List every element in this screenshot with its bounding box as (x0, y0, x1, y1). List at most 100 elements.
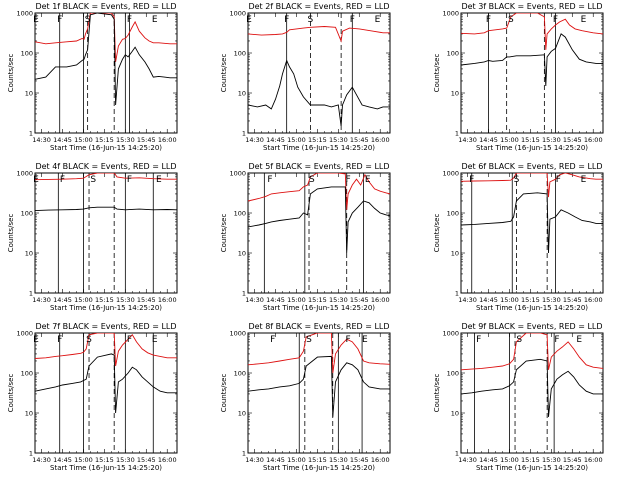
panel-title: Det 3f BLACK = Events, RED = LLD (461, 2, 602, 11)
plot-frame (34, 12, 178, 134)
mode-marker-label: E (576, 335, 582, 345)
events-series-line (35, 353, 177, 414)
mode-marker-label: F (553, 15, 558, 25)
y-tick-label: 1000 (16, 10, 33, 18)
x-tick-label: 14:45 (266, 456, 285, 464)
lld-series-line (461, 333, 603, 371)
mode-marker-label: S (508, 15, 514, 25)
lld-series-line (248, 173, 390, 210)
panel-3: Det 3f BLACK = Events, RED = LLD 1 10 100 10… (433, 2, 604, 152)
plot-area (35, 173, 177, 293)
x-tick-label: 16:00 (584, 296, 603, 304)
x-axis-label: Start Time (16-Jun-15 14:25:20) (263, 144, 375, 152)
x-axis-label: Start Time (16-Jun-15 14:25:20) (476, 304, 588, 312)
x-tick-label: 15:45 (563, 296, 582, 304)
x-tick-label: 15:15 (521, 456, 540, 464)
y-tick-label: 1000 (229, 170, 246, 178)
y-tick-label: 1000 (442, 170, 459, 178)
x-axis-label: Start Time (16-Jun-15 14:25:20) (50, 304, 162, 312)
mode-marker-label: F (270, 335, 275, 345)
x-tick-label: 16:00 (158, 456, 177, 464)
x-tick-label: 14:45 (53, 296, 72, 304)
y-tick-label: 10 (25, 410, 33, 418)
x-tick-label: 16:00 (584, 456, 603, 464)
x-axis-label: Start Time (16-Jun-15 14:25:20) (476, 464, 588, 472)
y-tick-label: 100 (234, 210, 246, 218)
x-tick-label: 15:00 (500, 136, 519, 144)
x-tick-label: 15:30 (116, 296, 135, 304)
x-tick-label: 15:30 (542, 136, 561, 144)
x-tick-label: 15:15 (308, 296, 327, 304)
mode-marker-label: F (350, 15, 355, 25)
mode-marker-label: F (469, 175, 474, 185)
x-tick-label: 15:30 (542, 456, 561, 464)
x-tick-label: 16:00 (158, 136, 177, 144)
mode-marker-label: S (308, 15, 314, 25)
mode-marker-label: F (556, 175, 561, 185)
x-tick-label: 14:45 (479, 296, 498, 304)
x-tick-label: 15:30 (329, 456, 348, 464)
events-series-line (248, 186, 390, 254)
mode-marker-label: S (86, 335, 92, 345)
events-series-line (248, 59, 390, 127)
x-tick-label: 14:30 (245, 456, 264, 464)
mode-marker-label: S (514, 175, 520, 185)
x-tick-label: 15:00 (287, 136, 306, 144)
y-tick-label: 1 (455, 450, 459, 458)
events-series-line (248, 355, 390, 417)
mode-marker-label: E (152, 335, 158, 345)
x-tick-label: 15:45 (563, 456, 582, 464)
mode-marker-label: F (346, 175, 351, 185)
y-axis-label: Counts/sec (220, 374, 228, 413)
x-tick-label: 14:30 (32, 456, 51, 464)
x-tick-label: 14:45 (266, 296, 285, 304)
plot-frame (247, 12, 391, 134)
x-tick-label: 14:30 (245, 296, 264, 304)
events-series-line (461, 358, 603, 417)
y-axis-label: Counts/sec (220, 214, 228, 253)
plot-frame (34, 172, 178, 294)
x-tick-label: 15:30 (329, 136, 348, 144)
mode-marker-label: E (152, 15, 158, 25)
mode-marker-label: E (246, 15, 252, 25)
mode-marker-label: E (365, 175, 371, 185)
y-tick-label: 1 (29, 450, 33, 458)
y-axis-label: Counts/sec (7, 374, 15, 413)
plot-area (461, 13, 603, 133)
panel-4: Det 4f BLACK = Events, RED = LLD 1 10 100 10… (7, 162, 178, 312)
plot-frame (247, 172, 391, 294)
y-tick-label: 1 (455, 130, 459, 138)
events-series-line (35, 13, 177, 106)
x-tick-label: 14:30 (32, 136, 51, 144)
x-tick-label: 15:15 (95, 456, 114, 464)
x-tick-label: 15:00 (287, 456, 306, 464)
x-tick-label: 16:00 (158, 296, 177, 304)
x-tick-label: 14:45 (479, 456, 498, 464)
y-axis-label: Counts/sec (7, 214, 15, 253)
x-tick-label: 16:00 (371, 296, 390, 304)
mode-marker-label: E (33, 335, 39, 345)
y-tick-label: 10 (451, 250, 459, 258)
y-tick-label: 1000 (442, 330, 459, 338)
panel-title: Det 1f BLACK = Events, RED = LLD (35, 2, 176, 11)
y-tick-label: 100 (234, 50, 246, 58)
x-tick-label: 15:45 (350, 456, 369, 464)
panel-title: Det 9f BLACK = Events, RED = LLD (461, 322, 602, 331)
x-tick-label: 15:00 (74, 296, 93, 304)
x-tick-label: 14:30 (458, 136, 477, 144)
plot-area (461, 173, 603, 293)
y-tick-label: 100 (234, 370, 246, 378)
y-tick-label: 1000 (16, 330, 33, 338)
y-tick-label: 10 (451, 410, 459, 418)
panel-title: Det 4f BLACK = Events, RED = LLD (35, 162, 176, 171)
mode-marker-label: S (309, 175, 315, 185)
x-tick-label: 14:45 (53, 456, 72, 464)
x-tick-label: 15:45 (350, 136, 369, 144)
panel-title: Det 5f BLACK = Events, RED = LLD (248, 162, 389, 171)
mode-marker-label: E (156, 175, 162, 185)
lld-series-line (461, 13, 603, 50)
x-tick-label: 15:45 (137, 456, 156, 464)
plot-area (35, 333, 177, 453)
panel-title: Det 6f BLACK = Events, RED = LLD (461, 162, 602, 171)
